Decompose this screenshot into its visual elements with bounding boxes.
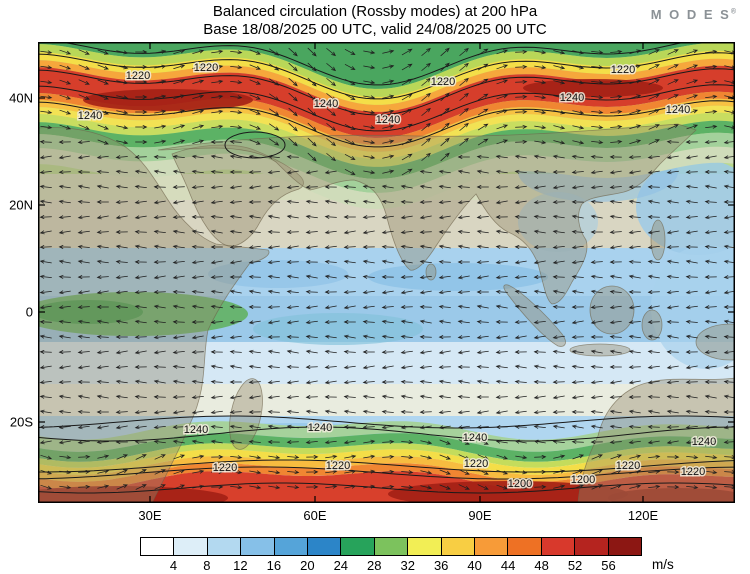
colorbar-cell xyxy=(373,538,408,555)
colorbar-tick-label: 36 xyxy=(433,558,449,573)
x-axis-tick-label: 90E xyxy=(468,508,492,523)
colorbar-cell xyxy=(440,538,475,555)
contour-label: 1240 xyxy=(463,432,487,444)
contour-label: 1200 xyxy=(508,478,532,490)
modes-logo-text: M O D E S xyxy=(650,7,731,22)
colorbar-tick-label: 28 xyxy=(367,558,382,573)
contour-label: 1220 xyxy=(431,76,455,88)
colorbar-tick-label: 12 xyxy=(233,558,248,573)
contour-label: 1220 xyxy=(681,466,705,478)
speed-bands-layer xyxy=(38,42,735,503)
chart-title: Balanced circulation (Rossby modes) at 2… xyxy=(212,3,538,20)
colorbar-tick-label: 4 xyxy=(169,558,178,573)
registered-mark: ® xyxy=(730,8,736,16)
contour-layer xyxy=(38,42,735,494)
colorbar-tick-label: 48 xyxy=(534,558,549,573)
y-axis-tick-label: 20N xyxy=(9,197,33,213)
contour-label: 1240 xyxy=(78,110,102,122)
colorbar-cell xyxy=(240,538,274,555)
wind-arrows-layer xyxy=(39,47,735,490)
contour-labels-layer: 1220 1220 1240 1240 1240 1220 1240 1220 1240 1240… xyxy=(76,60,717,491)
contour-label: 1240 xyxy=(376,114,400,126)
colorbar-tick-label: 52 xyxy=(567,558,583,573)
map-field: 1220 1220 1240 1240 1240 1220 1240 1220 1240 1240… xyxy=(38,42,735,503)
colorbar-cell xyxy=(206,538,241,555)
contour-label: 1220 xyxy=(213,462,237,474)
contour-label: 1240 xyxy=(308,422,332,434)
colorbar-cell xyxy=(307,538,341,555)
colorbar-tick-label: 8 xyxy=(203,558,211,573)
contour-label: 1200 xyxy=(571,474,595,486)
contour-label: 1240 xyxy=(314,98,338,110)
colorbar-tick-label: 56 xyxy=(601,558,616,573)
x-axis-tick-label: 60E xyxy=(303,508,327,523)
colorbar-cell xyxy=(273,538,308,555)
colorbar-cell xyxy=(407,538,441,555)
y-axis-tick-label: 40N xyxy=(9,90,33,106)
y-axis-tick-label: 20S xyxy=(9,414,33,430)
contour-label: 1220 xyxy=(611,64,635,76)
colorbar-cell xyxy=(507,538,541,555)
chart-subtitle: Base 18/08/2025 00 UTC, valid 24/08/2025… xyxy=(203,21,547,38)
map-canvas: 1220 1220 1240 1240 1240 1220 1240 1220 1240 1240… xyxy=(38,42,735,503)
colorbar-tick-label: 24 xyxy=(333,558,349,573)
colorbar-cell xyxy=(474,538,508,555)
y-axis-tick-label: 0 xyxy=(25,304,33,320)
colorbar-cell xyxy=(173,538,207,555)
x-axis-tick-label: 120E xyxy=(627,508,659,523)
colorbar-cell xyxy=(141,538,174,555)
colorbar-cell xyxy=(340,538,374,555)
contour-label: 1240 xyxy=(666,104,690,116)
colorbar-tick-label: 40 xyxy=(467,558,482,573)
contour-label: 1220 xyxy=(616,460,640,472)
contour-label: 1240 xyxy=(184,424,208,436)
colorbar-tick-label: 44 xyxy=(500,558,516,573)
contour-label: 1220 xyxy=(326,460,350,472)
colorbar-cell xyxy=(607,538,642,555)
contour-label: 1220 xyxy=(194,62,218,74)
axis-ticks xyxy=(38,42,735,503)
contour-label: 1240 xyxy=(560,92,584,104)
colorbar-cell xyxy=(574,538,608,555)
colorbar-unit: m/s xyxy=(652,557,674,572)
x-axis-tick-label: 30E xyxy=(138,508,162,523)
colorbar-tick-label: 16 xyxy=(266,558,282,573)
map-frame xyxy=(38,42,735,503)
colorbar-tick-label: 20 xyxy=(300,558,315,573)
contour-label: 1220 xyxy=(126,70,150,82)
contour-label: 1220 xyxy=(464,458,488,470)
modes-logo: M O D E S® xyxy=(651,7,736,22)
colorbar xyxy=(140,537,642,556)
contour-label: 1240 xyxy=(692,436,716,448)
colorbar-cell xyxy=(540,538,575,555)
colorbar-tick-label: 32 xyxy=(400,558,415,573)
